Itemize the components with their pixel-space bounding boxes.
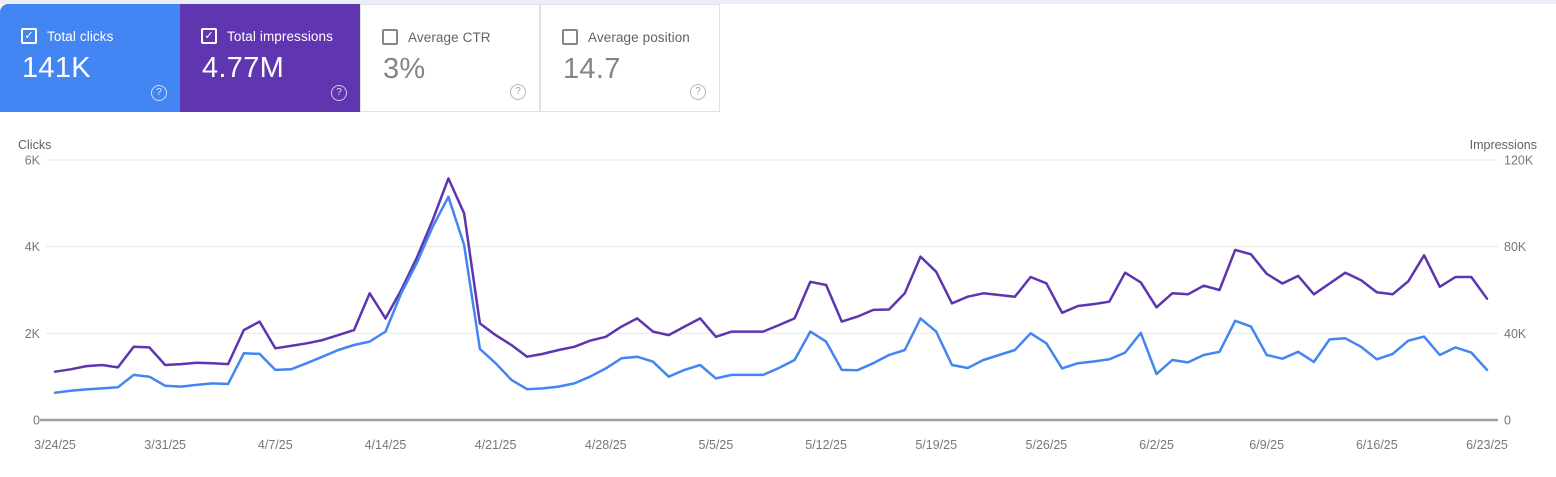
right-axis-tick-label: 120K xyxy=(1504,154,1534,168)
card-label: Total clicks xyxy=(47,28,114,44)
checkbox-unchecked-icon[interactable] xyxy=(382,29,398,45)
card-header: Average CTR xyxy=(382,29,491,45)
help-icon[interactable]: ? xyxy=(690,84,706,100)
metric-card-total-clicks[interactable]: ✓ Total clicks 141K ? xyxy=(0,4,180,112)
left-axis-tick-label: 2K xyxy=(25,327,41,341)
metric-value: 3% xyxy=(383,53,426,85)
left-axis-tick-label: 4K xyxy=(25,240,41,254)
metric-card-total-impressions[interactable]: ✓ Total impressions 4.77M ? xyxy=(180,4,360,112)
x-axis-tick-label: 5/19/25 xyxy=(915,438,957,452)
help-icon[interactable]: ? xyxy=(510,84,526,100)
left-axis-tick-label: 6K xyxy=(25,154,41,168)
x-axis-tick-label: 4/7/25 xyxy=(258,438,293,452)
metric-value: 141K xyxy=(22,52,91,84)
x-axis-tick-label: 5/5/25 xyxy=(699,438,734,452)
x-axis-tick-label: 5/12/25 xyxy=(805,438,847,452)
metric-cards-row: ✓ Total clicks 141K ? ✓ Total impression… xyxy=(0,4,720,112)
checkbox-checked-icon[interactable]: ✓ xyxy=(21,28,37,44)
x-axis-tick-label: 5/26/25 xyxy=(1026,438,1068,452)
right-axis-title: Impressions xyxy=(1470,138,1537,152)
metric-card-average-ctr[interactable]: Average CTR 3% ? xyxy=(360,4,540,112)
card-label: Average CTR xyxy=(408,29,491,45)
left-axis-title: Clicks xyxy=(18,138,51,152)
x-axis-tick-label: 6/23/25 xyxy=(1466,438,1508,452)
x-axis-tick-label: 6/16/25 xyxy=(1356,438,1398,452)
help-icon[interactable]: ? xyxy=(331,85,347,101)
metric-value: 4.77M xyxy=(202,52,285,84)
help-icon[interactable]: ? xyxy=(151,85,167,101)
x-axis-tick-label: 6/9/25 xyxy=(1249,438,1284,452)
checkbox-checked-icon[interactable]: ✓ xyxy=(201,28,217,44)
top-edge-strip xyxy=(0,0,1556,4)
checkbox-unchecked-icon[interactable] xyxy=(562,29,578,45)
x-axis-tick-label: 4/28/25 xyxy=(585,438,627,452)
left-axis-tick-label: 0 xyxy=(33,414,40,428)
right-axis-tick-label: 80K xyxy=(1504,240,1527,254)
card-header: ✓ Total clicks xyxy=(21,28,113,44)
x-axis-tick-label: 3/24/25 xyxy=(34,438,76,452)
card-label: Average position xyxy=(588,29,690,45)
impressions-line[interactable] xyxy=(53,177,1489,373)
metric-value: 14.7 xyxy=(563,53,621,85)
x-axis-tick-label: 3/31/25 xyxy=(144,438,186,452)
metric-card-average-position[interactable]: Average position 14.7 ? xyxy=(540,4,720,112)
right-axis-tick-label: 40K xyxy=(1504,327,1527,341)
x-axis-tick-label: 6/2/25 xyxy=(1139,438,1174,452)
card-header: ✓ Total impressions xyxy=(201,28,333,44)
card-header: Average position xyxy=(562,29,690,45)
right-axis-tick-label: 0 xyxy=(1504,414,1511,428)
card-label: Total impressions xyxy=(227,28,333,44)
x-axis-tick-label: 4/21/25 xyxy=(475,438,517,452)
clicks-line[interactable] xyxy=(53,195,1489,394)
x-axis-tick-label: 4/14/25 xyxy=(365,438,407,452)
